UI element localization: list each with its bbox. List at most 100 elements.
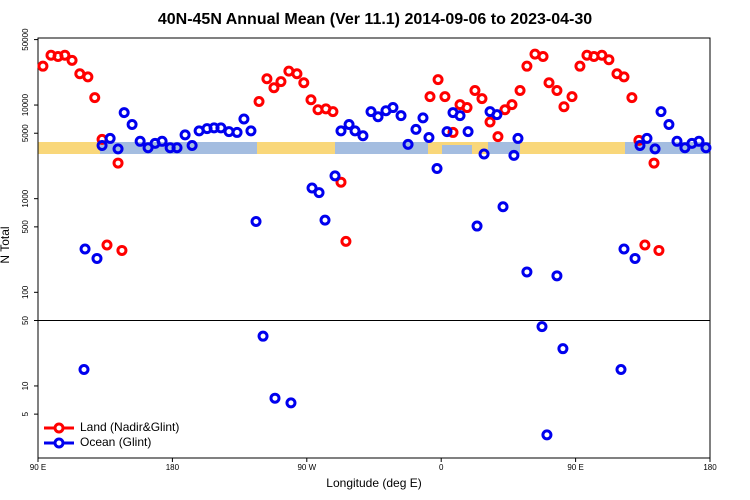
point <box>231 126 243 138</box>
point <box>82 71 94 83</box>
point <box>91 252 103 264</box>
point <box>454 110 466 122</box>
point <box>257 330 269 342</box>
point <box>618 243 630 255</box>
point <box>514 84 526 96</box>
point <box>78 363 90 375</box>
point <box>116 244 128 256</box>
point <box>663 118 675 130</box>
ocean-strip <box>442 145 472 154</box>
point <box>536 321 548 333</box>
point <box>431 163 443 175</box>
point <box>521 266 533 278</box>
point <box>491 109 503 121</box>
point <box>512 132 524 144</box>
point <box>104 132 116 144</box>
point <box>395 110 407 122</box>
point <box>285 397 297 409</box>
point <box>101 239 113 251</box>
y-tick-label: 10000 <box>21 93 30 116</box>
y-tick-label: 500 <box>21 220 30 234</box>
point <box>557 343 569 355</box>
point <box>298 77 310 89</box>
point <box>461 102 473 114</box>
ocean-strip <box>335 142 428 154</box>
point <box>410 123 422 135</box>
point <box>471 220 483 232</box>
point <box>357 130 369 142</box>
y-tick-label: 1000 <box>21 189 30 207</box>
point <box>478 148 490 160</box>
point <box>250 216 262 228</box>
x-tick-label: 90 E <box>30 463 46 472</box>
point <box>261 73 273 85</box>
point <box>179 129 191 141</box>
point <box>335 176 347 188</box>
point <box>497 201 509 213</box>
point <box>349 125 361 137</box>
point <box>96 139 108 151</box>
y-tick-label: 5000 <box>21 124 30 142</box>
point <box>340 235 352 247</box>
legend-marker <box>53 437 65 449</box>
y-tick-label: 50000 <box>21 28 30 51</box>
x-tick-label: 180 <box>166 463 180 472</box>
point <box>499 104 511 116</box>
series <box>78 102 712 441</box>
point <box>649 143 661 155</box>
point <box>417 112 429 124</box>
point <box>439 91 451 103</box>
point <box>215 122 227 134</box>
point <box>319 214 331 226</box>
x-tick-label: 180 <box>703 463 717 472</box>
y-tick-label: 50 <box>21 316 30 325</box>
plot-frame <box>37 37 711 459</box>
point <box>424 91 436 103</box>
point <box>66 54 78 66</box>
point <box>306 182 318 194</box>
x-tick-label: 0 <box>439 463 444 472</box>
point <box>275 76 287 88</box>
point <box>441 126 453 138</box>
point <box>537 50 549 62</box>
point <box>541 429 553 441</box>
point <box>423 132 435 144</box>
y-axis-label: N Total <box>0 226 12 263</box>
point <box>156 135 168 147</box>
series <box>37 48 665 256</box>
point <box>112 143 124 155</box>
point <box>112 157 124 169</box>
point <box>335 125 347 137</box>
y-tick-label: 100 <box>21 285 30 299</box>
point <box>462 126 474 138</box>
point <box>574 60 586 72</box>
point <box>432 74 444 86</box>
point <box>387 102 399 114</box>
point <box>618 71 630 83</box>
point <box>372 111 384 123</box>
legend-label: Land (Nadir&Glint) <box>80 420 179 434</box>
point <box>521 60 533 72</box>
point <box>245 125 257 137</box>
point <box>641 132 653 144</box>
point <box>447 126 459 138</box>
point <box>305 94 317 106</box>
legend-label: Ocean (Glint) <box>80 435 151 449</box>
point <box>329 170 341 182</box>
point <box>365 106 377 118</box>
point <box>402 138 414 150</box>
y-tick-label: 5 <box>21 411 30 416</box>
chart-title: 40N-45N Annual Mean (Ver 11.1) 2014-09-0… <box>158 11 592 28</box>
point <box>551 84 563 96</box>
point <box>655 106 667 118</box>
point <box>253 96 265 108</box>
point <box>639 239 651 251</box>
point <box>653 244 665 256</box>
point <box>79 243 91 255</box>
point <box>492 131 504 143</box>
point <box>484 116 496 128</box>
point <box>508 149 520 161</box>
point <box>134 135 146 147</box>
point <box>313 187 325 199</box>
